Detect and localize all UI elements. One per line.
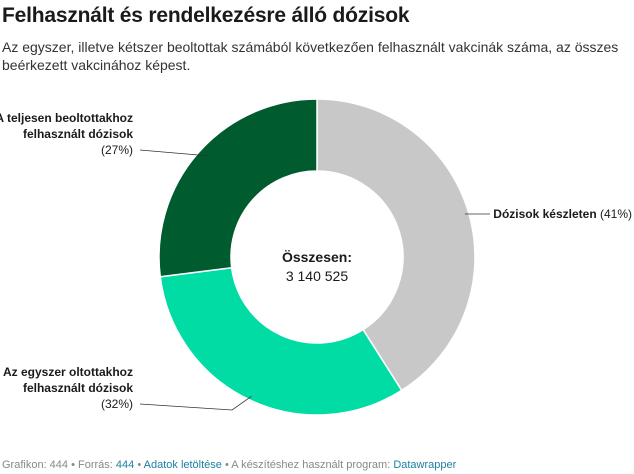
leader-lines [139,149,491,411]
datawrapper-link[interactable]: Datawrapper [393,459,457,471]
footer-chart-credit: Grafikon: 444 [2,459,69,471]
slice-label-1: Dózisok készleten (41%) [493,207,632,221]
slice-label-2: Az egyszer oltottakhoz felhasznált dóziso… [3,365,133,411]
footer: Grafikon: 444 • Forrás: 444 • Adatok let… [2,459,456,471]
donut-slice-1 [316,98,476,392]
center-total-value: 3 140 525 [286,268,348,284]
leader-line-2 [139,396,252,411]
donut-slice-3 [158,98,318,278]
footer-separator: • [134,459,144,471]
donut-slice-2 [159,266,403,416]
donut-slices [158,98,476,416]
footer-source-link[interactable]: 444 [115,459,135,471]
footer-program-prefix: A készítéshez használt program: [231,459,394,471]
slice-labels: Dózisok készleten (41%) Az egyszer oltott… [0,111,632,411]
center-total-label: Összesen: [282,249,352,265]
chart-title: Felhasznált és rendelkezésre álló dóziso… [2,4,410,27]
footer-separator: • [68,459,79,471]
chart-subtitle: Az egyszer, illetve kétszer beoltottak s… [2,39,619,73]
footer-separator: • [221,459,232,471]
leader-line-3 [139,149,211,157]
slice-label-3: A teljesen beoltottakhoz felhasznált dózi… [0,111,133,157]
download-data-link[interactable]: Adatok letöltése [143,459,222,471]
footer-source-prefix: Forrás: [78,459,116,471]
